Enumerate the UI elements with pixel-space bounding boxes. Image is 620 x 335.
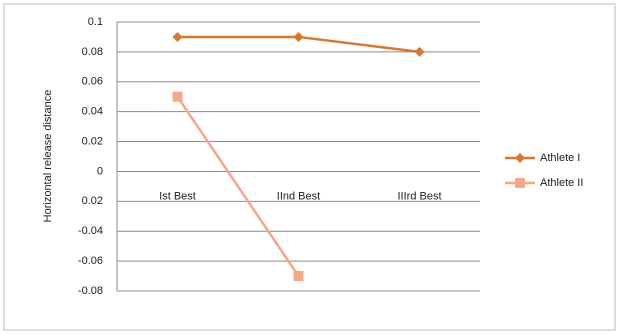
y-tick-label: 0 [97, 165, 103, 177]
marker [515, 178, 525, 188]
chart-border [3, 3, 616, 331]
marker [172, 31, 183, 42]
y-tick-label: -0.08 [78, 285, 103, 297]
y-axis-title: Horizontal release distance [42, 90, 54, 223]
marker [293, 271, 304, 282]
y-tick-label: 0.1 [88, 16, 103, 28]
marker [293, 31, 304, 42]
y-tick-label: 0.06 [82, 76, 103, 88]
x-tick-label: IInd Best [277, 190, 320, 202]
legend-label: Athlete I [540, 152, 580, 164]
marker [515, 153, 525, 163]
y-tick-label: -0.04 [78, 225, 103, 237]
y-tick-label: 0.02 [82, 195, 103, 207]
marker [414, 46, 425, 57]
series-line [176, 96, 300, 277]
y-tick-label: -0.06 [78, 255, 103, 267]
y-tick-label: 0.08 [82, 46, 103, 58]
x-tick-label: IIIrd Best [397, 190, 441, 202]
y-tick-label: 0.02 [82, 135, 103, 147]
marker [172, 91, 183, 102]
x-tick-label: Ist Best [159, 190, 196, 202]
legend-label: Athlete II [540, 177, 583, 189]
y-tick-label: 0.04 [82, 106, 103, 118]
